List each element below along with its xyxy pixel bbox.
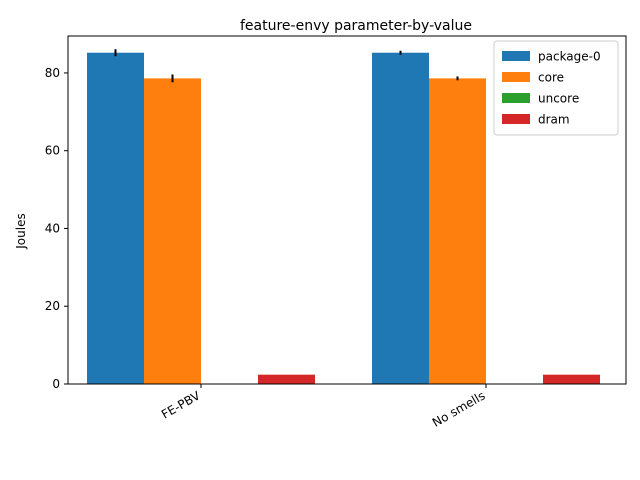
- bar-core-fe-pbv: [144, 78, 201, 384]
- legend-label-uncore: uncore: [538, 92, 579, 106]
- legend-label-dram: dram: [538, 113, 570, 127]
- legend-swatch-package-0: [502, 51, 530, 61]
- y-tick-label-0: 0: [52, 377, 60, 391]
- legend-swatch-dram: [502, 114, 530, 124]
- bar-core-no-smells: [429, 78, 486, 384]
- y-tick-label-60: 60: [45, 144, 60, 158]
- bar-dram-fe-pbv: [258, 374, 315, 384]
- bar-dram-no-smells: [543, 374, 600, 384]
- legend: package-0 core uncore dram: [493, 40, 619, 136]
- y-tick-label-40: 40: [45, 221, 60, 235]
- bar-package-0-no-smells: [372, 52, 429, 385]
- error-bars-layer: [114, 49, 459, 83]
- x-tick-label-fe-pbv: FE-PBV: [159, 388, 203, 422]
- y-tick-label-80: 80: [45, 66, 60, 80]
- legend-swatch-uncore: [502, 93, 530, 103]
- legend-label-package-0: package-0: [538, 50, 601, 64]
- plot-frame: [67, 35, 627, 385]
- bars-layer: [87, 52, 600, 385]
- x-tick-label-no-smells: No smells: [430, 388, 488, 429]
- y-axis-label: Joules: [14, 213, 28, 249]
- y-axis: 0 20 40 60 80: [45, 66, 68, 391]
- legend-label-core: core: [538, 71, 564, 85]
- legend-swatch-core: [502, 72, 530, 82]
- y-tick-label-20: 20: [45, 299, 60, 313]
- x-axis: FE-PBV No smells: [159, 384, 488, 430]
- legend-box: [493, 40, 619, 136]
- bar-package-0-fe-pbv: [87, 52, 144, 385]
- chart-title: feature-envy parameter-by-value: [240, 18, 472, 34]
